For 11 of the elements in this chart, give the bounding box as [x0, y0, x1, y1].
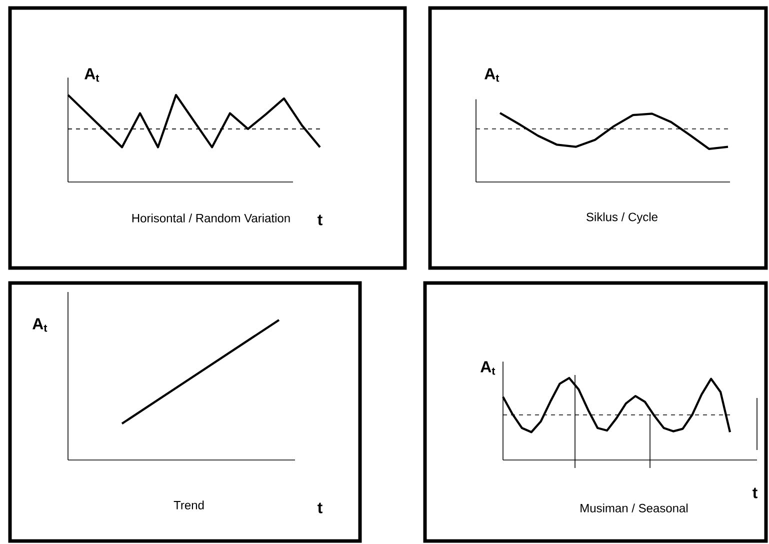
x-axis-title: t: [318, 214, 322, 226]
y-axis-title: A$_{t}$: [84, 68, 100, 82]
x-axis-title: t: [752, 488, 758, 498]
text: Trend: [174, 500, 204, 510]
text: Siklus / Cycle: [586, 212, 658, 224]
text: Horisontal / Random Variation: [132, 214, 290, 222]
y-axis-title: A$_{t}$: [480, 361, 496, 375]
x-axis-title: t: [318, 502, 322, 514]
text: Musiman / Seasonal: [580, 504, 688, 512]
y-axis-title: A$_{t}$: [32, 318, 48, 332]
y-axis-title: A$_{t}$: [484, 68, 500, 82]
